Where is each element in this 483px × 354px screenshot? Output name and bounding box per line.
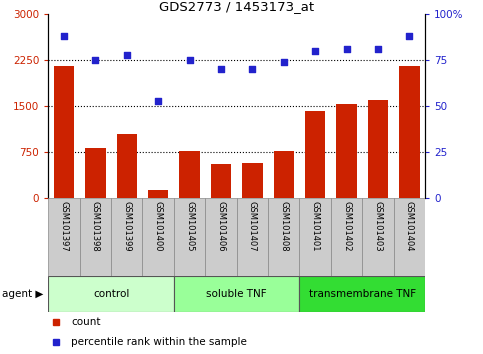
- Bar: [48, 276, 174, 312]
- Bar: [80, 198, 111, 276]
- Text: GSM101402: GSM101402: [342, 201, 351, 251]
- Bar: [399, 66, 420, 198]
- Point: [374, 46, 382, 52]
- Bar: [273, 151, 294, 198]
- Point: [343, 46, 351, 52]
- Point: [123, 52, 131, 57]
- Point: [60, 33, 68, 39]
- Text: agent ▶: agent ▶: [2, 289, 43, 299]
- Text: GSM101403: GSM101403: [373, 201, 383, 251]
- Bar: [205, 198, 237, 276]
- Text: GSM101397: GSM101397: [59, 201, 69, 251]
- Bar: [85, 148, 106, 198]
- Bar: [299, 276, 425, 312]
- Text: count: count: [71, 318, 100, 327]
- Point: [186, 57, 194, 63]
- Text: GSM101406: GSM101406: [216, 201, 226, 251]
- Text: transmembrane TNF: transmembrane TNF: [309, 289, 416, 299]
- Bar: [111, 198, 142, 276]
- Point: [217, 67, 225, 72]
- Text: GSM101400: GSM101400: [154, 201, 163, 251]
- Bar: [336, 104, 357, 198]
- Point: [280, 59, 288, 65]
- Text: GSM101398: GSM101398: [91, 201, 100, 251]
- Text: GSM101401: GSM101401: [311, 201, 320, 251]
- Bar: [242, 163, 263, 198]
- Point: [155, 98, 162, 103]
- Text: GSM101405: GSM101405: [185, 201, 194, 251]
- Bar: [174, 198, 205, 276]
- Bar: [299, 198, 331, 276]
- Text: GSM101404: GSM101404: [405, 201, 414, 251]
- Text: GSM101407: GSM101407: [248, 201, 257, 251]
- Bar: [54, 66, 74, 198]
- Bar: [237, 198, 268, 276]
- Text: GSM101399: GSM101399: [122, 201, 131, 251]
- Title: GDS2773 / 1453173_at: GDS2773 / 1453173_at: [159, 0, 314, 13]
- Bar: [142, 198, 174, 276]
- Point: [312, 48, 319, 54]
- Point: [249, 67, 256, 72]
- Bar: [179, 151, 200, 198]
- Text: control: control: [93, 289, 129, 299]
- Point: [406, 33, 413, 39]
- Bar: [368, 100, 388, 198]
- Bar: [211, 165, 231, 198]
- Bar: [305, 111, 326, 198]
- Bar: [268, 198, 299, 276]
- Bar: [148, 190, 169, 198]
- Bar: [174, 276, 299, 312]
- Bar: [116, 134, 137, 198]
- Point: [92, 57, 99, 63]
- Text: soluble TNF: soluble TNF: [206, 289, 267, 299]
- Bar: [362, 198, 394, 276]
- Bar: [394, 198, 425, 276]
- Text: GSM101408: GSM101408: [279, 201, 288, 251]
- Bar: [48, 198, 80, 276]
- Text: percentile rank within the sample: percentile rank within the sample: [71, 337, 247, 347]
- Bar: [331, 198, 362, 276]
